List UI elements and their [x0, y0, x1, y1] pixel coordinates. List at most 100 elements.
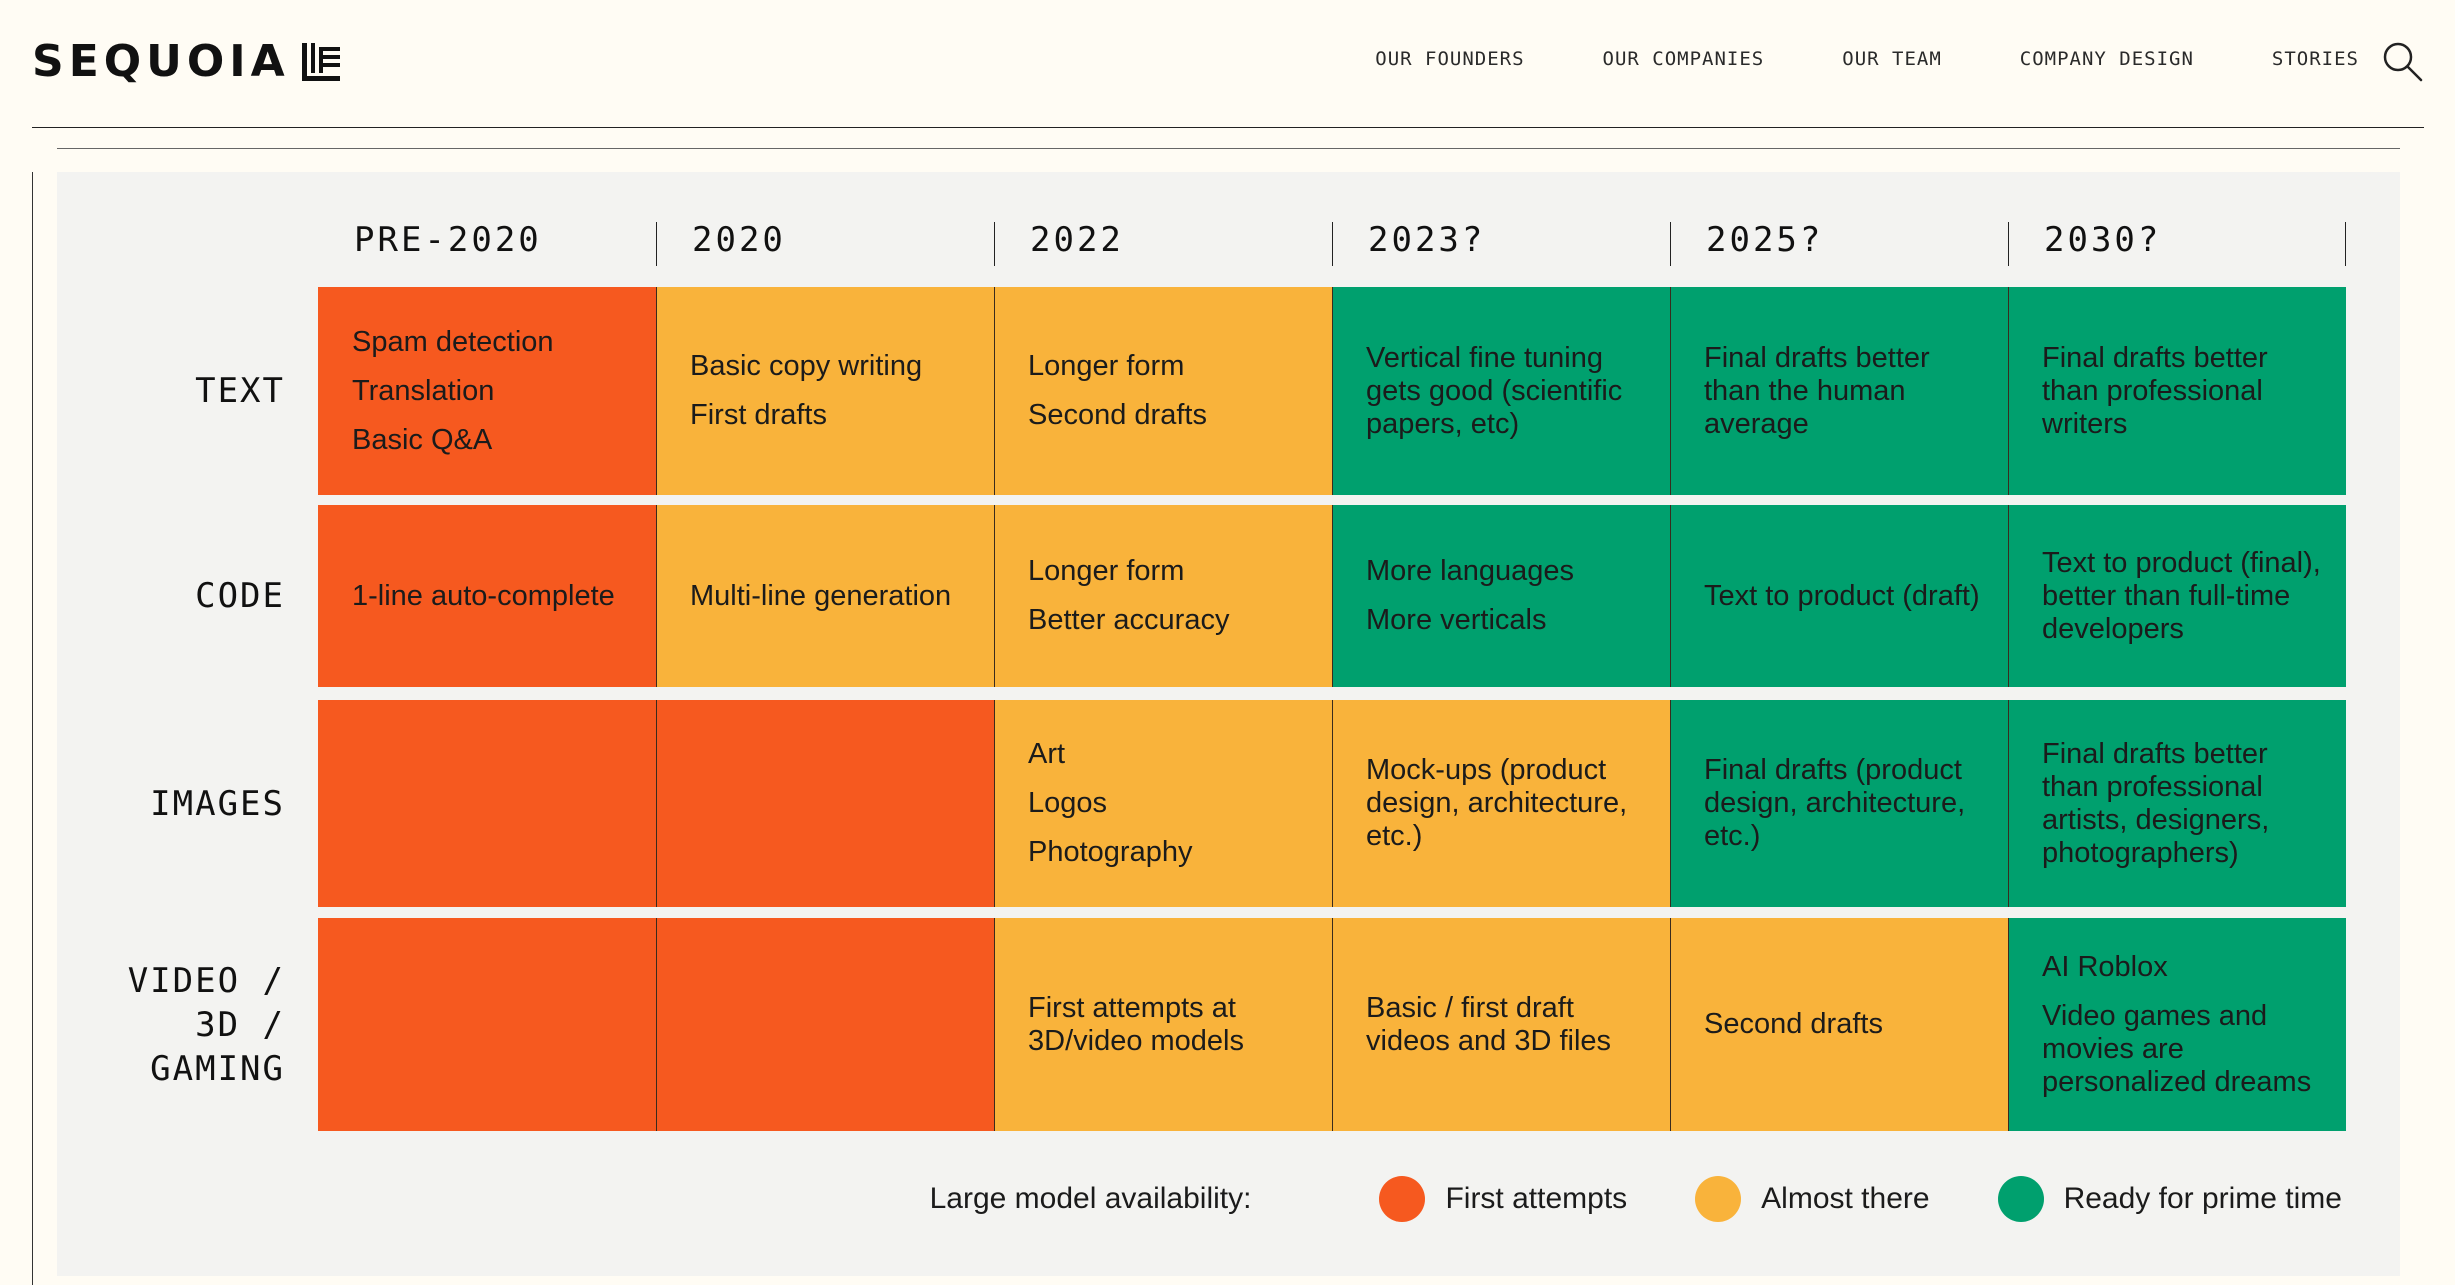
sequoia-logo-mark-icon: [301, 43, 340, 81]
cell-text: AI Roblox: [2042, 950, 2168, 983]
cell-divider: [656, 918, 657, 1131]
column-header: 2030?: [2044, 220, 2162, 260]
cell-text: Final drafts better: [1704, 341, 1930, 374]
cell-text: First drafts: [690, 399, 827, 431]
timeline-cell: Basic / first draft videos and 3D files: [1332, 918, 1670, 1131]
column-header: 2020: [692, 220, 786, 260]
cell-text: More verticals: [1366, 604, 1547, 636]
column-header-divider: [656, 222, 657, 266]
site-header: SEQUOIA OUR FOUNDERS OUR COMPANIES OUR TEA…: [0, 0, 2455, 128]
cell-text: Longer form: [1028, 350, 1185, 382]
cell-text: Mock-ups (product: [1366, 754, 1607, 786]
cell-text: writers: [2042, 407, 2128, 440]
cell-text: better than full-time: [2042, 579, 2291, 612]
cell-text: Final drafts better: [2042, 341, 2268, 374]
column-header-divider: [994, 222, 995, 266]
nav-item-company-design[interactable]: COMPANY DESIGN: [2019, 48, 2194, 70]
cell-divider: [1332, 505, 1333, 687]
cell-divider: [1332, 287, 1333, 495]
cell-text: etc.): [1366, 820, 1423, 852]
cell-divider: [994, 700, 995, 907]
cell-text: etc.): [1704, 820, 1761, 852]
cell-divider: [656, 505, 657, 687]
cell-text: than professional: [2042, 770, 2263, 803]
cell-divider: [1670, 700, 1671, 907]
cell-text: Logos: [1028, 787, 1108, 819]
column-header-divider: [1332, 222, 1333, 266]
timeline-cell: Final drafts better than professional arti…: [2008, 700, 2346, 907]
nav-item-our-companies[interactable]: OUR COMPANIES: [1602, 48, 1765, 70]
cell-divider: [656, 287, 657, 495]
legend: Large model availability: First attempts A…: [930, 1172, 2342, 1226]
search-icon[interactable]: [2381, 40, 2423, 82]
row-header-label: VIDEO / 3D / GAMING: [127, 960, 285, 1089]
legend-title: Large model availability:: [929, 1182, 1252, 1215]
cell-text: photographers): [2042, 836, 2239, 869]
cell-text: Final drafts (product: [1704, 754, 1962, 786]
column-header: 2025?: [1706, 220, 1824, 260]
cell-text: Text to product (draft): [1704, 579, 1980, 612]
nav-item-our-founders[interactable]: OUR FOUNDERS: [1375, 48, 1525, 70]
cell-divider: [1670, 287, 1671, 495]
cell-divider: [1670, 918, 1671, 1131]
cell-divider: [2008, 287, 2009, 495]
timeline-cell: Text to product (final), better than full…: [2008, 505, 2346, 687]
cell-text: More languages: [1366, 555, 1574, 587]
cell-divider: [1670, 505, 1671, 687]
cell-divider: [1332, 700, 1333, 907]
cell-text: 1-line auto-complete: [352, 579, 615, 612]
cell-text: Video games and movies are personalized …: [2042, 999, 2312, 1098]
nav-item-stories[interactable]: STORIES: [2271, 48, 2359, 70]
cell-text: developers: [2042, 612, 2184, 645]
legend-label: Almost there: [1761, 1182, 1930, 1215]
timeline-cell: 1-line auto-complete: [318, 505, 656, 687]
timeline-cell: [318, 918, 656, 1131]
cell-text: Longer form: [1028, 555, 1185, 587]
cell-text: design, architecture,: [1366, 787, 1628, 819]
logo-text: SEQUOIA: [32, 36, 290, 87]
generative-ai-timeline-figure: PRE-2020 2020 2022 2023? 2025? 2030? TEXT Spam …: [57, 172, 2400, 1276]
legend-dot-icon: [1997, 1176, 2044, 1222]
row-header: CODE: [57, 505, 285, 687]
sequoia-logo[interactable]: SEQUOIA: [32, 38, 340, 86]
nav-item-our-team[interactable]: OUR TEAM: [1842, 48, 1942, 70]
cell-divider: [2008, 700, 2009, 907]
cell-text: Second drafts: [1028, 399, 1207, 431]
cell-text: videos and 3D files: [1366, 1024, 1612, 1057]
cell-text: Better accuracy: [1028, 604, 1230, 636]
timeline-cell: Spam detection Translation Basic Q&A: [318, 287, 656, 495]
column-header-divider: [2345, 222, 2346, 266]
legend-label: Ready for prime time: [2063, 1182, 2342, 1215]
timeline-cell: [656, 700, 994, 907]
legend-item-ready: Ready for prime time: [1997, 1176, 2342, 1222]
legend-item-first-attempts: First attempts: [1379, 1176, 1627, 1222]
cell-text: Second drafts: [1704, 1008, 1883, 1040]
timeline-cell: Final drafts better than professional writ…: [2008, 287, 2346, 495]
column-header: 2023?: [1368, 220, 1486, 260]
timeline-cell: Multi-line generation: [656, 505, 994, 687]
column-header: PRE-2020: [354, 220, 542, 260]
timeline-cell: [656, 918, 994, 1131]
cell-divider: [994, 505, 995, 687]
timeline-cell: Longer form Second drafts: [994, 287, 1332, 495]
timeline-cell: First attempts at 3D/video models: [994, 918, 1332, 1131]
cell-text: Multi-line generation: [690, 579, 952, 612]
legend-dot-icon: [1379, 1176, 1426, 1222]
row-header-label: TEXT: [195, 371, 285, 411]
header-divider: [32, 127, 2424, 128]
timeline-cell: Longer form Better accuracy: [994, 505, 1332, 687]
cell-text: gets good (scientific: [1366, 374, 1623, 407]
cell-text: than the human: [1704, 374, 1906, 407]
cell-text: Translation: [352, 374, 495, 407]
main-nav: OUR FOUNDERS OUR COMPANIES OUR TEAM COMPANY…: [1297, 48, 2359, 70]
timeline-cell: Final drafts (product design, architectur…: [1670, 700, 2008, 907]
cell-divider: [1332, 918, 1333, 1131]
cell-text: average: [1704, 407, 1809, 440]
column-header-divider: [2008, 222, 2009, 266]
cell-text: Basic Q&A: [352, 423, 493, 456]
timeline-cell: AI Roblox Video games and movies are pers…: [2008, 918, 2346, 1131]
row-header: VIDEO / 3D / GAMING: [57, 918, 285, 1131]
cell-text: 3D/video models: [1028, 1024, 1244, 1057]
column-header-divider: [1670, 222, 1671, 266]
cell-text: First attempts at: [1028, 991, 1236, 1024]
